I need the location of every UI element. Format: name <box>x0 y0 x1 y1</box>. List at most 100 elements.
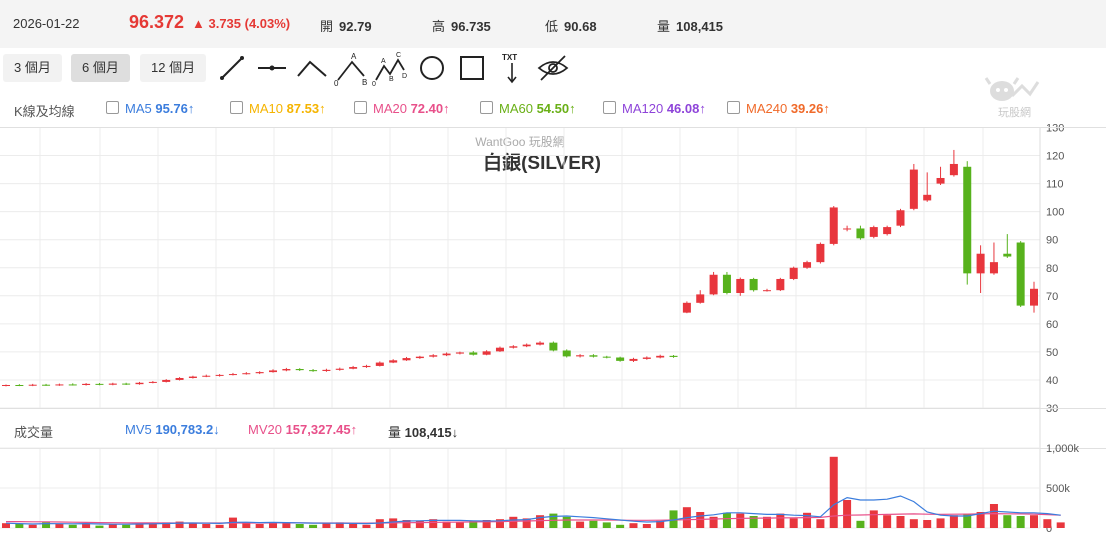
volume-bar <box>202 524 211 528</box>
price-tick-label: 130 <box>1046 123 1064 135</box>
volume-bar <box>629 523 638 528</box>
quote-change: ▲ 3.735 (4.03%) <box>192 16 291 31</box>
candle-body <box>349 367 358 369</box>
candle-body <box>816 243 825 263</box>
volume-bar <box>816 519 825 528</box>
quote-volume: 量 108,415 <box>657 16 723 35</box>
ma-legend-item-ma120[interactable]: MA120 46.08↑ <box>603 101 706 116</box>
candle-body <box>188 376 197 378</box>
chart-title: 白銀(SILVER) <box>483 153 601 174</box>
volume-bar <box>1016 516 1025 528</box>
wantgoo-logo: 玩股網 <box>982 76 1046 120</box>
rectangle-icon[interactable] <box>454 50 490 86</box>
ma-checkbox[interactable] <box>727 101 740 114</box>
volume-bar <box>989 504 998 528</box>
range-12m-button[interactable]: 12 個月 <box>140 54 207 82</box>
svg-text:A: A <box>381 58 386 65</box>
ma-checkbox[interactable] <box>354 101 367 114</box>
candle-body <box>709 274 718 295</box>
ma-checkbox[interactable] <box>603 101 616 114</box>
volume-bar <box>1056 522 1065 528</box>
candle-body <box>1016 242 1025 306</box>
volume-bar <box>68 524 77 528</box>
candle-body <box>562 350 571 357</box>
volume-bar <box>122 524 131 528</box>
volume-bar <box>923 520 932 528</box>
candle-body <box>148 381 157 383</box>
candle-body <box>762 290 771 292</box>
circle-icon[interactable] <box>414 50 450 86</box>
angle-line-icon[interactable] <box>294 50 330 86</box>
candle-body <box>843 228 852 230</box>
range-3m-button[interactable]: 3 個月 <box>3 54 62 82</box>
candle-body <box>909 169 918 209</box>
svg-text:0: 0 <box>372 81 376 86</box>
price-tick-label: 120 <box>1046 151 1064 163</box>
volume-bar <box>242 523 251 528</box>
price-tick-label: 70 <box>1046 291 1058 303</box>
candle-body <box>776 278 785 291</box>
candle-body <box>789 267 798 279</box>
volume-bar <box>269 522 278 528</box>
volume-bar <box>95 525 104 528</box>
abc-pattern-icon[interactable]: 0 A B <box>334 50 370 88</box>
candle-body <box>656 355 665 358</box>
trend-line-icon[interactable] <box>214 50 250 86</box>
ma-legend-item-ma20[interactable]: MA20 72.40↑ <box>354 101 450 116</box>
ma-checkbox[interactable] <box>480 101 493 114</box>
candle-body <box>989 262 998 274</box>
candle-body <box>309 370 318 372</box>
range-6m-button[interactable]: 6 個月 <box>71 54 130 82</box>
volume-bar <box>162 522 171 528</box>
volume-bar <box>309 524 318 528</box>
volume-bar <box>1003 515 1012 528</box>
quote-volume-label: 量 <box>657 19 671 34</box>
candle-body <box>549 342 558 351</box>
volume-tick-label: 1,000k <box>1046 443 1080 455</box>
text-arrow-icon[interactable]: TXT <box>494 50 530 86</box>
candle-body <box>629 358 638 361</box>
volume-bar <box>482 520 491 528</box>
candle-body <box>375 362 384 366</box>
ma-checkbox[interactable] <box>230 101 243 114</box>
quote-open-value: 92.79 <box>339 19 372 34</box>
ma-legend-item-ma5[interactable]: MA5 95.76↑ <box>106 101 194 116</box>
volume-bar <box>589 520 598 528</box>
volume-bar <box>856 520 865 528</box>
volume-bar <box>762 516 771 528</box>
svg-text:B: B <box>389 76 394 83</box>
svg-text:A: A <box>351 52 357 61</box>
volume-bar <box>455 522 464 528</box>
horizontal-line-icon[interactable] <box>254 50 290 86</box>
volume-bar <box>536 515 545 528</box>
price-tick-label: 80 <box>1046 263 1058 275</box>
volume-bar <box>495 519 504 528</box>
candle-body <box>242 373 251 375</box>
volume-tick-label: 500k <box>1046 483 1070 495</box>
ma-legend-item-ma240[interactable]: MA240 39.26↑ <box>727 101 830 116</box>
volume-bar <box>616 524 625 528</box>
candle-body <box>1 384 11 386</box>
hide-eye-icon[interactable] <box>535 50 571 86</box>
quote-low-label: 低 <box>545 19 559 34</box>
ma-legend-value: 87.53↑ <box>286 101 326 116</box>
candle-body <box>963 166 972 274</box>
abcd-pattern-icon[interactable]: 0 A B C D <box>372 50 408 88</box>
volume-bar <box>415 520 424 528</box>
candle-body <box>869 227 878 237</box>
ma-checkbox[interactable] <box>106 101 119 114</box>
svg-text:B: B <box>362 78 367 86</box>
ma-legend-item-ma60[interactable]: MA60 54.50↑ <box>480 101 576 116</box>
quote-high: 高 96.735 <box>432 16 491 35</box>
ma-legend-label: MA10 <box>249 101 287 116</box>
quote-open-label: 開 <box>320 19 334 34</box>
ma-legend-item-ma10[interactable]: MA10 87.53↑ <box>230 101 326 116</box>
volume-bar <box>215 524 224 528</box>
volume-bar <box>1043 519 1052 528</box>
candle-body <box>215 374 224 376</box>
price-tick-label: 90 <box>1046 235 1058 247</box>
candle-body <box>736 278 745 293</box>
volume-bar <box>562 516 571 528</box>
candle-body <box>202 375 211 377</box>
